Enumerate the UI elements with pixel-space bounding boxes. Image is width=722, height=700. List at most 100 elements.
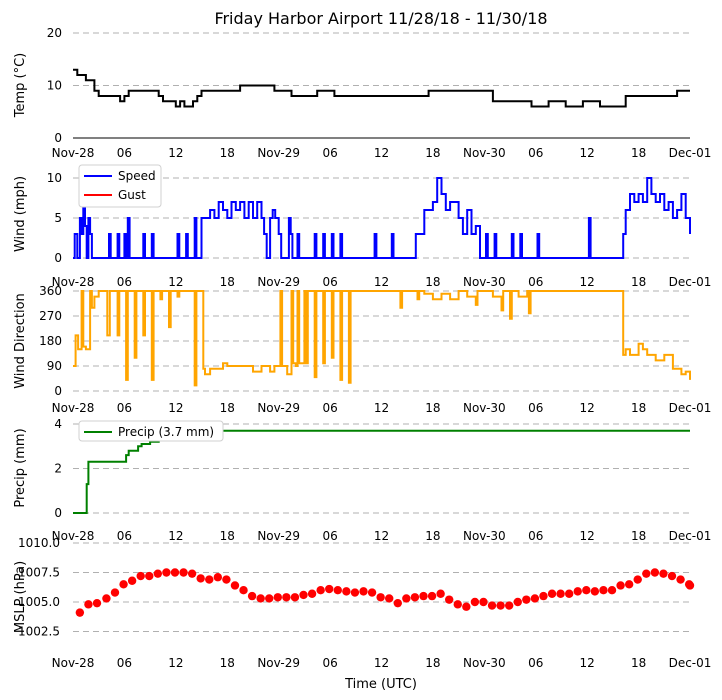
x-tick-label: Dec-01 — [669, 146, 712, 160]
x-tick-label: 06 — [322, 401, 337, 415]
y-axis-label-precip: Precip (mm) — [13, 428, 28, 507]
x-tick-label: 12 — [374, 656, 389, 670]
data-point-pressure — [102, 594, 111, 603]
y-tick-label-pressure: 1002.5 — [18, 625, 60, 639]
data-point-pressure — [110, 588, 120, 597]
y-tick-label-pressure: 1010.0 — [18, 536, 60, 550]
data-point-pressure — [205, 575, 214, 584]
x-tick-label: Nov-28 — [52, 146, 95, 160]
data-point-pressure — [444, 595, 454, 604]
y-tick-label-wind: 10 — [47, 171, 62, 185]
panel-temp: 0 10 20 Temp (°C) Nov-28 06 12 18 Nov-29 06 12 18 No… — [13, 26, 711, 160]
legend-label: Gust — [118, 188, 146, 202]
data-point-pressure — [599, 586, 608, 595]
x-tick-label: Nov-29 — [257, 146, 300, 160]
y-tick-label-precip: 0 — [54, 506, 62, 520]
x-tick-label: Dec-01 — [669, 529, 712, 543]
data-point-pressure — [530, 594, 540, 603]
data-point-pressure — [479, 597, 488, 607]
data-point-pressure — [547, 589, 557, 598]
data-point-pressure — [170, 568, 180, 577]
x-tick-label: 06 — [322, 656, 337, 670]
x-tick-label: 18 — [220, 146, 235, 160]
data-point-pressure — [196, 574, 205, 583]
x-tick-label: 06 — [117, 529, 132, 543]
data-point-pressure — [92, 598, 102, 608]
x-tick-label: 18 — [220, 656, 235, 670]
x-tick-label: 06 — [528, 275, 543, 289]
data-point-pressure — [187, 569, 197, 578]
data-point-pressure — [222, 575, 231, 584]
y-tick-label-temp: 20 — [47, 26, 62, 40]
data-point-pressure — [487, 601, 497, 610]
x-tick-label: 12 — [580, 656, 595, 670]
data-point-pressure — [667, 571, 677, 581]
y-axis-label-direction: Wind Direction — [13, 293, 28, 389]
x-tick-label: 06 — [322, 529, 337, 543]
data-point-pressure — [256, 594, 265, 603]
data-point-pressure — [462, 602, 471, 611]
x-tick-label: 12 — [168, 146, 183, 160]
data-point-pressure — [75, 608, 85, 617]
data-point-pressure — [410, 593, 420, 602]
data-point-pressure — [590, 587, 600, 596]
data-point-pressure — [307, 589, 317, 598]
data-point-pressure — [153, 569, 163, 578]
data-point-pressure — [633, 575, 642, 584]
data-point-pressure — [239, 586, 248, 595]
x-tick-label: 06 — [528, 146, 543, 160]
y-axis-label-temp: Temp (°C) — [13, 53, 28, 119]
x-tick-label: 06 — [322, 146, 337, 160]
data-point-pressure — [573, 587, 582, 596]
x-tick-label: Nov-30 — [463, 146, 506, 160]
data-point-pressure — [282, 593, 291, 602]
data-point-pressure — [145, 571, 154, 581]
x-tick-label: 12 — [374, 529, 389, 543]
data-point-pressure — [179, 568, 188, 577]
data-point-pressure — [393, 598, 402, 608]
x-tick-label: Nov-28 — [52, 401, 95, 415]
y-tick-label-wind: 0 — [54, 251, 62, 265]
data-point-pressure — [496, 601, 505, 610]
data-point-pressure — [290, 593, 300, 602]
data-point-pressure — [453, 600, 462, 609]
data-point-pressure — [230, 581, 240, 590]
legend-label: Precip (3.7 mm) — [118, 425, 214, 439]
x-tick-label: 06 — [528, 656, 543, 670]
x-tick-label: Nov-28 — [52, 529, 95, 543]
y-axis-label-pressure: MSLP (hPa) — [13, 561, 28, 633]
data-point-pressure — [316, 586, 325, 595]
x-tick-label: 18 — [425, 656, 440, 670]
data-point-pressure — [539, 591, 548, 601]
y-tick-label-pressure: 1005.0 — [18, 595, 60, 609]
y-tick-label-direction: 90 — [47, 359, 62, 373]
data-point-pressure — [607, 586, 617, 595]
x-tick-label: 06 — [322, 275, 337, 289]
y-tick-label-precip: 4 — [54, 417, 62, 431]
y-tick-label-direction: 0 — [54, 384, 62, 398]
legend-label: Speed — [118, 169, 156, 183]
legend-box — [78, 420, 224, 442]
data-point-pressure — [119, 580, 128, 589]
x-tick-label: 06 — [117, 146, 132, 160]
x-tick-label: 18 — [631, 146, 646, 160]
x-tick-label: 12 — [374, 146, 389, 160]
x-tick-label: 06 — [528, 529, 543, 543]
x-tick-label: 06 — [117, 275, 132, 289]
data-point-pressure — [385, 594, 394, 603]
data-point-pressure — [642, 569, 651, 578]
data-point-pressure — [265, 594, 274, 603]
x-tick-label: 18 — [425, 529, 440, 543]
x-tick-label: 12 — [168, 656, 183, 670]
x-tick-label: Nov-29 — [257, 656, 300, 670]
x-tick-label: 06 — [528, 401, 543, 415]
x-tick-label: Dec-01 — [669, 401, 712, 415]
data-point-pressure — [325, 584, 334, 594]
x-tick-label: 18 — [631, 275, 646, 289]
data-point-pressure — [624, 580, 634, 589]
data-point-pressure — [470, 597, 480, 607]
y-tick-label-direction: 180 — [39, 334, 62, 348]
data-point-pressure — [162, 568, 171, 577]
data-point-pressure — [427, 591, 437, 601]
